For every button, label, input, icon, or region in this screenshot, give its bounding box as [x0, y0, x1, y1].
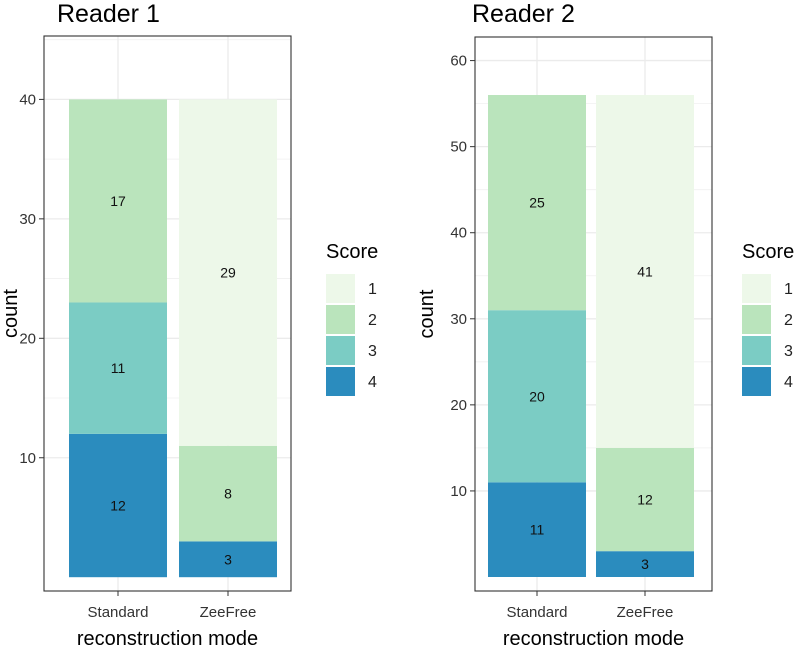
bar-segment-score-2: [488, 95, 586, 311]
data-label: 11: [530, 522, 545, 538]
legend-title: Score: [742, 241, 794, 263]
bar-segment-score-2: [69, 99, 167, 303]
legend-key-score-1: [742, 274, 771, 303]
x-tick-label: ZeeFree: [617, 604, 674, 621]
bar-segment-score-1: [179, 99, 277, 446]
data-label: 3: [641, 556, 649, 572]
legend-key-score-2: [742, 305, 771, 334]
bar-segment-score-4: [488, 482, 586, 577]
data-label: 20: [529, 388, 545, 404]
data-label: 12: [110, 498, 126, 514]
y-axis-title: count: [0, 289, 22, 338]
y-tick-label: 60: [450, 53, 467, 70]
legend-label: 1: [368, 281, 377, 298]
legend-key-score-3: [742, 336, 771, 365]
plot-border: [474, 36, 713, 592]
x-tick-label: ZeeFree: [200, 604, 257, 621]
y-tick-label: 50: [450, 139, 467, 156]
plot-border: [43, 35, 292, 592]
legend-label: 4: [368, 374, 377, 391]
y-tick-label: 30: [450, 311, 467, 328]
data-label: 12: [637, 492, 653, 508]
y-tick-label: 30: [19, 211, 36, 228]
bar-segment-score-3: [488, 310, 586, 483]
legend-title: Score: [326, 241, 378, 263]
legend-label: 2: [784, 312, 793, 329]
legend-label: 2: [368, 312, 377, 329]
bar-segment-score-4: [69, 433, 167, 578]
bar-segment-score-4: [179, 541, 277, 578]
bar-segment-score-4: [596, 551, 694, 577]
legend-key-score-4: [742, 367, 771, 396]
y-tick-label: 10: [450, 483, 467, 500]
legend-label: 3: [784, 343, 793, 360]
y-tick-label: 40: [19, 91, 36, 108]
data-label: 29: [220, 265, 236, 281]
x-tick-label: Standard: [507, 604, 568, 621]
data-label: 11: [111, 360, 126, 376]
bar-segment-score-2: [596, 447, 694, 552]
data-label: 41: [637, 263, 653, 279]
data-label: 17: [110, 193, 126, 209]
legend-key-score-1: [326, 274, 355, 303]
data-label: 3: [224, 551, 232, 567]
legend-key-score-4: [326, 367, 355, 396]
legend-label: 3: [368, 343, 377, 360]
legend-key-score-2: [326, 305, 355, 334]
legend-label: 1: [784, 281, 793, 298]
x-axis-title: reconstruction mode: [77, 628, 258, 650]
y-tick-label: 20: [19, 330, 36, 347]
x-tick-label: Standard: [88, 604, 149, 621]
data-label: 8: [224, 486, 232, 502]
legend-label: 4: [784, 374, 793, 391]
chart-title: Reader 2: [472, 0, 575, 28]
y-tick-label: 10: [19, 450, 36, 467]
y-tick-label: 40: [450, 225, 467, 242]
bar-segment-score-2: [179, 445, 277, 542]
x-axis-title: reconstruction mode: [503, 628, 684, 650]
y-tick-label: 20: [450, 397, 467, 414]
legend-key-score-3: [326, 336, 355, 365]
bar-segment-score-1: [596, 95, 694, 448]
chart-title: Reader 1: [57, 0, 160, 28]
y-axis-title: count: [416, 289, 438, 338]
bar-segment-score-3: [69, 302, 167, 434]
data-label: 25: [529, 195, 545, 211]
